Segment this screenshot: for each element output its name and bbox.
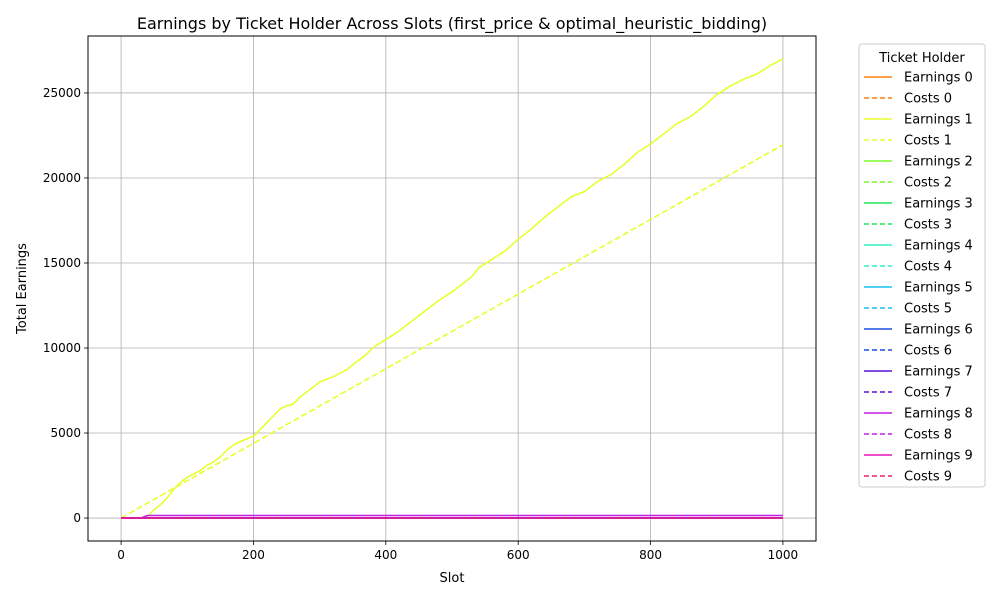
legend-entry: Costs 6 <box>904 344 952 359</box>
series-line-earnings-1 <box>121 58 784 519</box>
legend-entry: Earnings 8 <box>904 407 973 422</box>
x-tick-label: 600 <box>507 548 530 562</box>
legend-entry: Earnings 1 <box>904 113 973 128</box>
legend-entry: Costs 1 <box>904 134 952 149</box>
legend-entry: Costs 7 <box>904 386 952 401</box>
grid-lines <box>88 36 816 541</box>
legend-entry: Costs 5 <box>904 302 952 317</box>
x-axis-label: Slot <box>440 571 465 586</box>
y-axis-label: Total Earnings <box>15 243 30 335</box>
x-tick-label: 0 <box>117 548 125 562</box>
legend-entry: Earnings 6 <box>904 323 973 338</box>
legend-entry: Costs 9 <box>904 470 952 485</box>
x-tick-label: 400 <box>374 548 397 562</box>
y-tick-label: 15000 <box>43 256 81 270</box>
series-line-costs-1 <box>120 144 784 519</box>
legend-entry: Earnings 3 <box>904 197 973 212</box>
legend-entry: Earnings 0 <box>904 71 973 86</box>
y-tick-label: 10000 <box>43 341 81 355</box>
legend-entry: Earnings 2 <box>904 155 973 170</box>
axis-ticks: 0 200 400 600 800 100005000100001500020000250… <box>43 86 798 562</box>
chart-title: Earnings by Ticket Holder Across Slots (… <box>137 14 767 34</box>
legend-entry: Costs 8 <box>904 428 952 443</box>
legend-entry: Costs 3 <box>904 218 952 233</box>
legend-entry: Costs 0 <box>904 92 952 107</box>
legend-frame <box>858 43 986 488</box>
series-lines <box>120 58 784 519</box>
plot-frame <box>87 35 817 542</box>
y-tick-label: 25000 <box>43 86 81 100</box>
legend: Ticket Holder Earnings 0 Costs 0 Earnings … <box>858 43 986 488</box>
legend-entry: Earnings 5 <box>904 281 973 296</box>
x-tick-label: 1000 <box>768 548 799 562</box>
legend-entry: Earnings 7 <box>904 365 973 380</box>
x-tick-label: 800 <box>639 548 662 562</box>
y-tick-label: 5000 <box>50 426 81 440</box>
x-tick-label: 200 <box>242 548 265 562</box>
y-tick-label: 0 <box>73 511 81 525</box>
legend-entry: Earnings 9 <box>904 449 973 464</box>
legend-entry: Costs 4 <box>904 260 952 275</box>
legend-entry: Costs 2 <box>904 176 952 191</box>
legend-title: Ticket Holder <box>878 51 965 66</box>
legend-entry: Earnings 4 <box>904 239 973 254</box>
y-tick-label: 20000 <box>43 171 81 185</box>
